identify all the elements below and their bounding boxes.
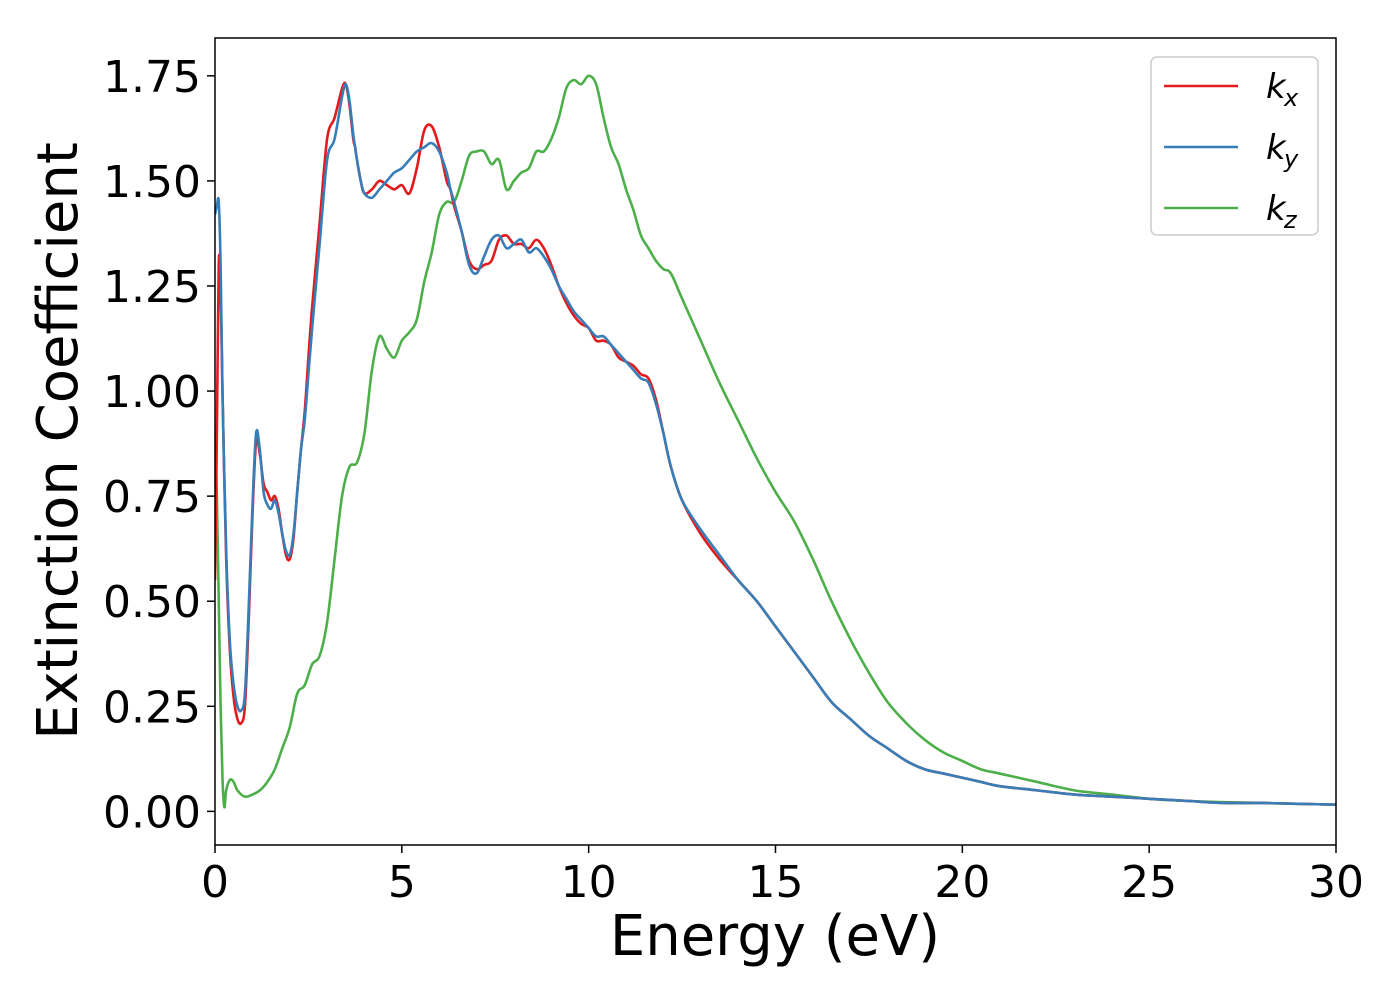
x-tick-label: 20	[934, 857, 990, 908]
y-axis-title: Extinction Coefficient	[26, 142, 91, 740]
series-layer	[215, 74, 1336, 809]
legend-label-kz: k	[1266, 189, 1287, 229]
legend-label-ky: k	[1266, 128, 1287, 168]
y-axis-ticks: 0.00 0.25 0.50 0.75 1.00 1.25 1.50 1.75	[103, 52, 215, 838]
x-tick-label: 15	[748, 857, 804, 908]
y-tick-label: 0.00	[103, 787, 201, 838]
y-tick-label: 1.50	[103, 157, 201, 208]
y-tick-label: 0.50	[103, 577, 201, 628]
series-line-ky	[215, 82, 1336, 806]
x-tick-label: 30	[1308, 857, 1364, 908]
x-axis-ticks: 0 5 10 15 20 25 30	[201, 845, 1364, 908]
x-tick-label: 0	[201, 857, 229, 908]
legend-subscript-kx: x	[1283, 84, 1299, 112]
y-tick-label: 1.75	[103, 52, 201, 103]
x-tick-label: 25	[1121, 857, 1177, 908]
legend-subscript-ky: y	[1283, 145, 1299, 173]
legend-label-kx: k	[1266, 67, 1287, 107]
y-tick-label: 0.75	[103, 472, 201, 523]
y-tick-label: 1.00	[103, 367, 201, 418]
series-line-kz	[215, 74, 1336, 809]
legend-subscript-kz: z	[1283, 206, 1298, 234]
x-tick-label: 10	[561, 857, 617, 908]
y-tick-label: 0.25	[103, 682, 201, 733]
x-tick-label: 5	[388, 857, 416, 908]
y-tick-label: 1.25	[103, 262, 201, 313]
x-axis-title: Energy (eV)	[610, 904, 940, 969]
